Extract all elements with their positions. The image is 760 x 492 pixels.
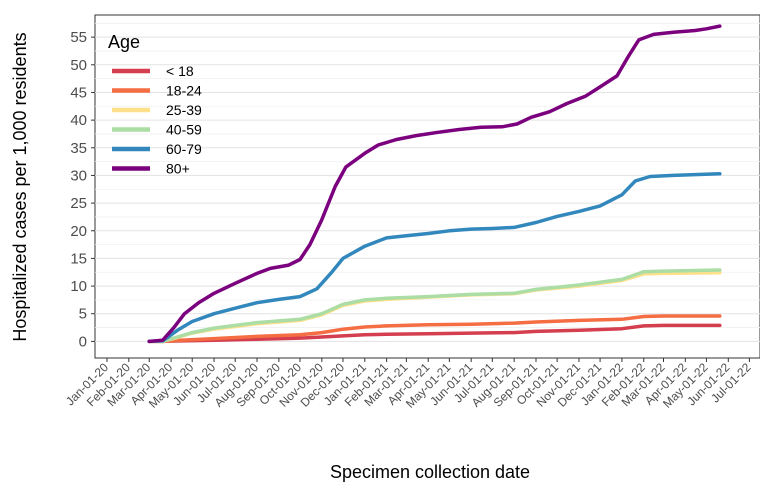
y-tick-label: 50 [70,57,87,74]
legend-label: 40-59 [166,122,202,138]
y-tick-label: 40 [70,112,87,129]
y-tick-label: 5 [79,306,87,323]
y-tick-label: 35 [70,140,87,157]
x-axis: Jan-01-20Feb-01-20Mar-01-20Apr-01-20May-… [63,358,754,411]
y-axis-title: Hospitalized cases per 1,000 residents [10,32,30,341]
legend-label: 60-79 [166,141,202,157]
legend-title: Age [108,32,140,52]
y-tick-label: 45 [70,84,87,101]
legend-label: < 18 [166,63,194,79]
y-tick-label: 30 [70,167,87,184]
series-lines [147,24,722,344]
y-tick-label: 15 [70,250,87,267]
legend: Age < 18 18-24 25-39 40-59 60-79 80+ [108,32,202,177]
legend-label: 18-24 [166,83,202,99]
y-tick-label: 25 [70,195,87,212]
y-tick-label: 55 [70,29,87,46]
series-line [147,172,722,344]
y-axis: 0 5 10 15 20 25 30 35 40 45 50 55 [70,29,95,350]
y-tick-label: 20 [70,223,87,240]
x-axis-title: Specimen collection date [330,462,530,482]
legend-label: 25-39 [166,102,202,118]
series-line [147,24,722,344]
plot-panel [94,14,760,359]
y-tick-label: 0 [79,333,87,350]
series-line [147,314,722,344]
legend-label: 80+ [166,161,190,177]
series-line [147,268,722,344]
y-tick-label: 10 [70,278,87,295]
